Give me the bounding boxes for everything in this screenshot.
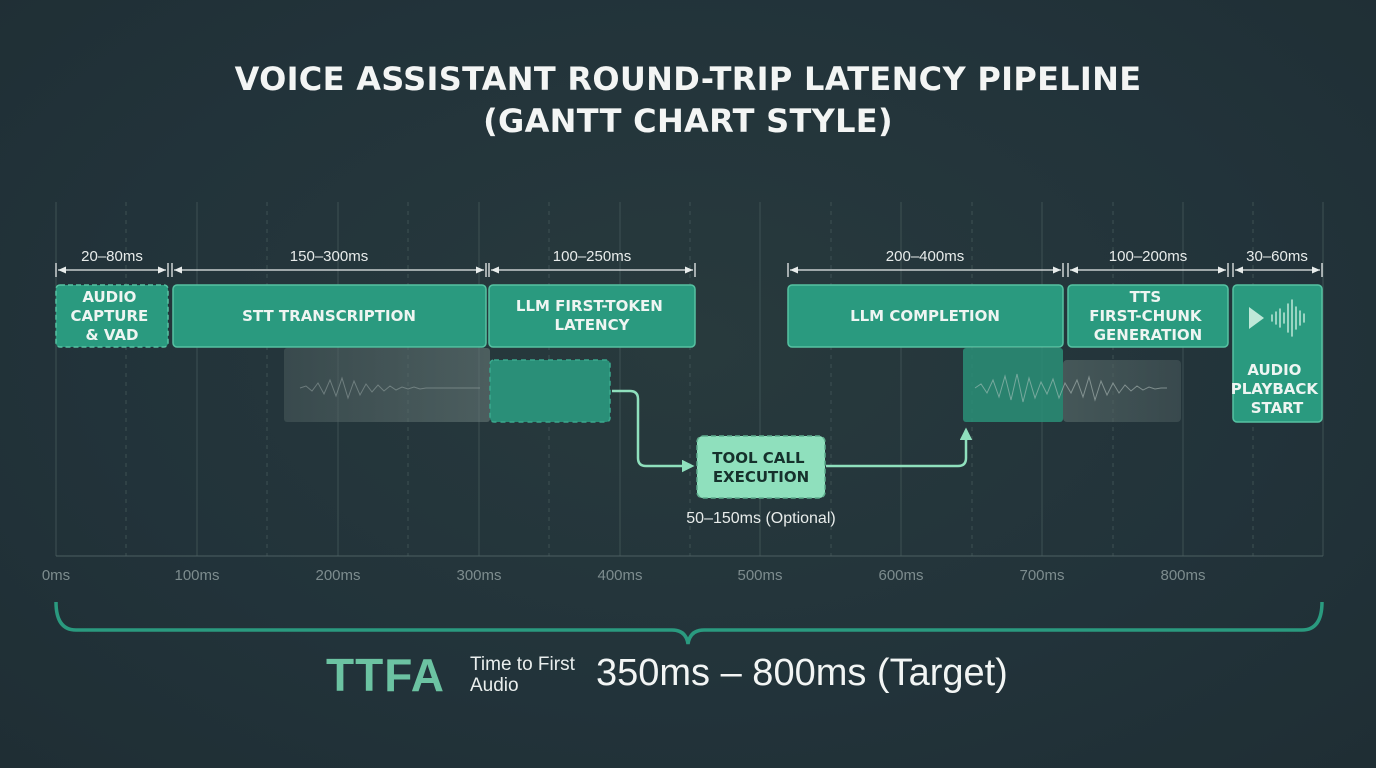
title-line-1: VOICE ASSISTANT ROUND-TRIP LATENCY PIPEL… bbox=[234, 60, 1142, 98]
duration-label-tts: 100–200ms bbox=[1109, 248, 1187, 265]
playback-label: AUDIO PLAYBACK START bbox=[1231, 361, 1324, 417]
title-line-2: (GANTT CHART STYLE) bbox=[483, 102, 893, 140]
llm-completion-label: LLM COMPLETION bbox=[850, 307, 1000, 325]
audio-capture-label-1: AUDIO bbox=[82, 288, 136, 306]
play-waveform-icon bbox=[1249, 299, 1305, 337]
connector-arrow-to-tool bbox=[612, 389, 695, 473]
duration-label-stt: 150–300ms bbox=[290, 248, 368, 265]
tool-call-note: 50–150ms (Optional) bbox=[686, 510, 835, 527]
audio-capture-bar bbox=[55, 284, 169, 348]
tool-call-label: TOOL CALL EXECUTION bbox=[712, 449, 809, 486]
audio-capture-label: AUDIO CAPTURE & VAD bbox=[70, 288, 153, 344]
tick-label: 800ms bbox=[1160, 567, 1205, 584]
tts-label: TTS FIRST-CHUNK GENERATION bbox=[1089, 288, 1207, 344]
duration-label-llm-first-token: 100–250ms bbox=[553, 248, 631, 265]
ttfa-acronym: TTFA bbox=[326, 649, 445, 701]
playback-label-3: START bbox=[1251, 399, 1304, 417]
waveform-ghost-2 bbox=[974, 373, 1167, 403]
tick-label: 100ms bbox=[174, 567, 219, 584]
tool-call-label-1: TOOL CALL bbox=[712, 449, 805, 467]
tick-label: 300ms bbox=[456, 567, 501, 584]
stt-label: STT TRANSCRIPTION bbox=[242, 307, 416, 325]
tick-label: 600ms bbox=[878, 567, 923, 584]
duration-label-playback: 30–60ms bbox=[1246, 248, 1308, 265]
tts-overlap-ghost bbox=[1063, 360, 1181, 422]
stt-overlap-ghost bbox=[284, 348, 490, 422]
llm-completion-overlap bbox=[963, 348, 1063, 422]
tick-label: 0ms bbox=[42, 567, 70, 584]
ttfa-brace bbox=[54, 601, 1324, 645]
playback-label-1: AUDIO bbox=[1247, 361, 1301, 379]
llm-first-token-bar bbox=[488, 284, 696, 348]
tool-call-flow: TOOL CALL EXECUTION 50–150ms (Optional) bbox=[612, 389, 973, 527]
tick-label: 400ms bbox=[597, 567, 642, 584]
ttfa-summary: TTFA Time to First Audio 350ms – 800ms (… bbox=[0, 648, 1376, 708]
tts-label-1: TTS bbox=[1130, 288, 1162, 306]
overlap-ghosts bbox=[284, 348, 1181, 423]
tick-label: 500ms bbox=[737, 567, 782, 584]
llm-first-token-label-1: LLM FIRST-TOKEN bbox=[516, 297, 663, 315]
axis-ticks: 0ms 100ms 200ms 300ms 400ms 500ms 600ms … bbox=[42, 567, 1206, 584]
ttfa-description: Time to First Audio bbox=[470, 654, 575, 696]
duration-label-audio-capture: 20–80ms bbox=[81, 248, 143, 265]
waveform-ghost-1 bbox=[299, 376, 480, 400]
tick-label: 200ms bbox=[315, 567, 360, 584]
llm-first-token-label-2: LATENCY bbox=[555, 316, 631, 334]
llm-first-token-label: LLM FIRST-TOKEN LATENCY bbox=[516, 297, 668, 334]
connector-arrow-from-tool bbox=[826, 427, 973, 468]
tts-label-2: FIRST-CHUNK bbox=[1089, 307, 1203, 325]
audio-capture-label-3: & VAD bbox=[86, 326, 139, 344]
tts-label-3: GENERATION bbox=[1094, 326, 1202, 344]
stt-bar bbox=[172, 284, 487, 348]
llm-completion-bar bbox=[787, 284, 1064, 348]
chart-title: VOICE ASSISTANT ROUND-TRIP LATENCY PIPEL… bbox=[0, 58, 1376, 142]
tick-label: 700ms bbox=[1019, 567, 1064, 584]
tool-call-box bbox=[696, 435, 826, 499]
duration-brackets: 20–80ms 150–300ms 100–250ms 200–400ms 10… bbox=[55, 248, 1323, 277]
audio-capture-label-2: CAPTURE bbox=[70, 307, 148, 325]
tts-bar bbox=[1067, 284, 1229, 348]
tool-call-label-2: EXECUTION bbox=[713, 468, 809, 486]
playback-label-2: PLAYBACK bbox=[1231, 380, 1320, 398]
duration-label-llm-completion: 200–400ms bbox=[886, 248, 964, 265]
ttfa-value: 350ms – 800ms (Target) bbox=[596, 652, 1008, 694]
stage-bars: AUDIO CAPTURE & VAD STT TRANSCRIPTION LL… bbox=[55, 284, 1324, 423]
llm-first-token-overlap bbox=[489, 359, 611, 423]
